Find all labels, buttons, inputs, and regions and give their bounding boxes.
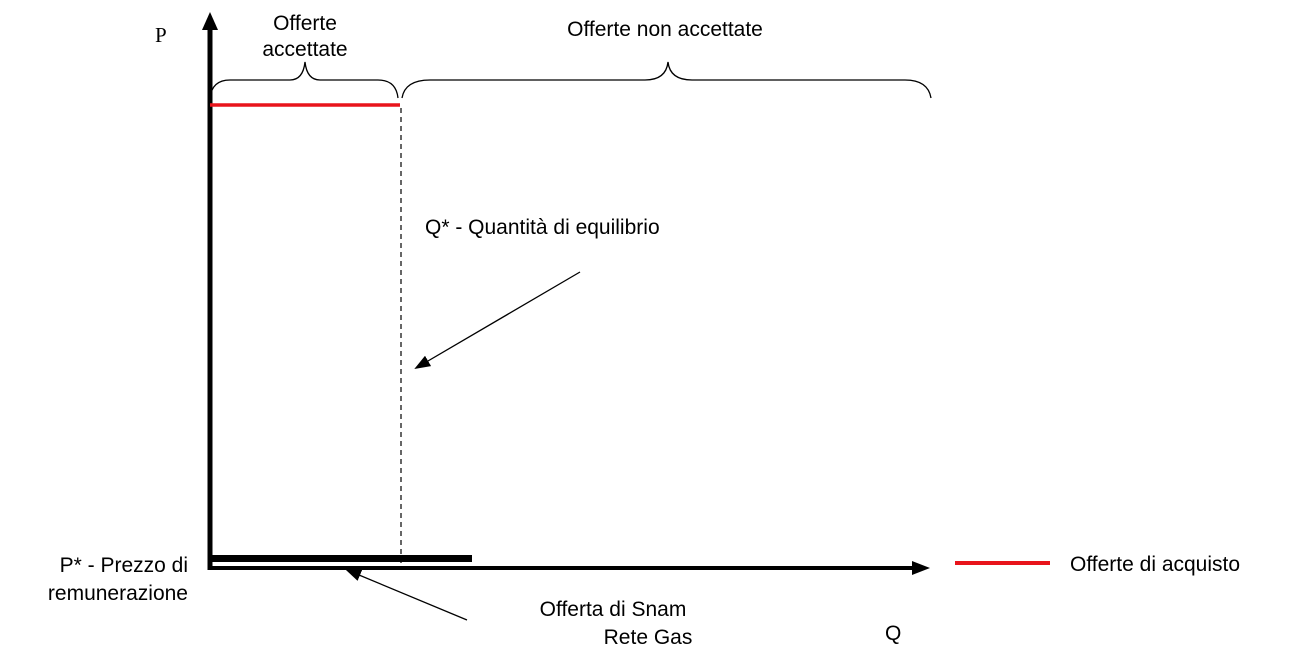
brace-rejected bbox=[401, 61, 932, 99]
equilibrium-label: Q* - Quantità di equilibrio bbox=[425, 216, 660, 239]
price-label: remunerazione bbox=[48, 582, 188, 605]
arrow-snam bbox=[345, 569, 468, 621]
brace-accepted bbox=[209, 61, 399, 99]
x-arrowhead bbox=[912, 561, 930, 575]
snam-label: Offerta di Snam bbox=[540, 598, 687, 621]
snam-offer-bar bbox=[212, 555, 472, 562]
x-axis-label: Q bbox=[885, 622, 901, 645]
legend-label: Offerte di acquisto bbox=[1070, 553, 1240, 576]
accepted-label: Offerte bbox=[273, 12, 337, 35]
rejected-label: Offerte non accettate bbox=[567, 18, 763, 41]
accepted-label: accettate bbox=[262, 38, 347, 61]
snam-label: Rete Gas bbox=[604, 626, 693, 649]
arrow-equilibrium bbox=[414, 271, 581, 370]
y-axis-label: P bbox=[155, 23, 167, 47]
y-arrowhead bbox=[202, 12, 218, 30]
price-label: P* - Prezzo di bbox=[60, 554, 188, 577]
